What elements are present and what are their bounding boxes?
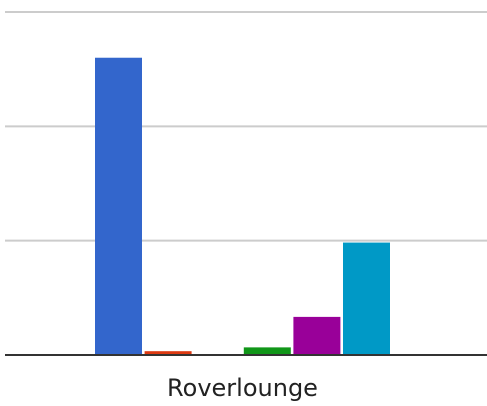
bars — [95, 57, 390, 355]
x-axis-labels: Roverlounge — [167, 374, 318, 402]
bar-series-5-0[interactable] — [293, 316, 341, 355]
gridlines — [5, 11, 487, 242]
bar-series-6-0[interactable] — [343, 242, 390, 355]
bar-series-2-0[interactable] — [144, 351, 192, 355]
bar-series-4-0[interactable] — [243, 347, 291, 355]
bar-series-1-0[interactable] — [95, 57, 142, 355]
x-category-label: Roverlounge — [167, 374, 318, 402]
